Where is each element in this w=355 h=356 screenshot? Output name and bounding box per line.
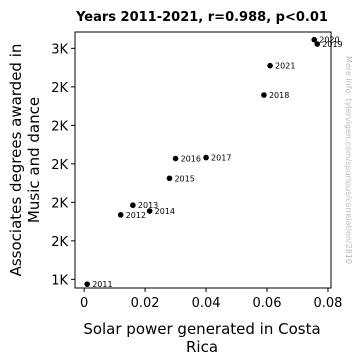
data-point [261,92,267,98]
data-point [172,155,179,162]
data-point [203,154,209,161]
y-axis-label-line-1: Associates degrees awarded in [7,44,25,277]
data-point-label: 2021 [275,62,295,71]
data-point [146,208,153,214]
watermark-text: More info: tylervigen.com/spurious/corre… [344,56,353,264]
x-tick-label: 0.02 [131,296,160,311]
data-point-label: 2020 [319,36,339,45]
data-point-label: 2016 [181,155,201,164]
x-tick-label: 0.06 [253,296,282,311]
data-point-label: 2015 [174,174,194,183]
data-point-label: 2012 [126,211,146,220]
chart-title: Years 2011-2021, r=0.988, p<0.01 [75,10,328,25]
data-point-label: 2014 [155,207,175,216]
plot-area [74,31,332,289]
data-point [84,281,90,287]
data-point [314,41,321,47]
y-tick-label: 2K [51,235,68,250]
y-tick-label: 2K [51,196,68,211]
data-point-label: 2019 [322,40,342,49]
y-tick-label: 2K [51,119,68,134]
data-point [311,36,318,43]
data-point-label: 2018 [269,91,289,100]
data-point-label: 2017 [211,154,231,163]
x-tick-label: 0.04 [192,296,221,311]
x-tick-label: 0.08 [313,296,342,311]
y-tick-label: 3K [51,42,68,57]
data-point-label: 2013 [138,201,158,210]
y-axis: 1K 2K 2K 2K 2K 2K 3K [51,42,75,288]
data-point [130,202,136,209]
y-tick-label: 1K [51,273,68,288]
data-point-label: 2011 [92,280,112,289]
x-axis-label-line-1: Solar power generated in Costa [83,320,320,338]
x-tick-label: 0 [80,296,88,311]
y-tick-label: 2K [51,158,68,173]
y-axis-label-line-2: Music and dance [25,97,43,223]
x-axis-label-line-2: Rica [186,338,218,356]
y-tick-label: 2K [51,81,68,96]
data-point [267,62,273,69]
data-point [117,212,124,218]
x-axis: 0 0.02 0.04 0.06 0.08 [80,288,342,311]
data-point [166,175,173,182]
